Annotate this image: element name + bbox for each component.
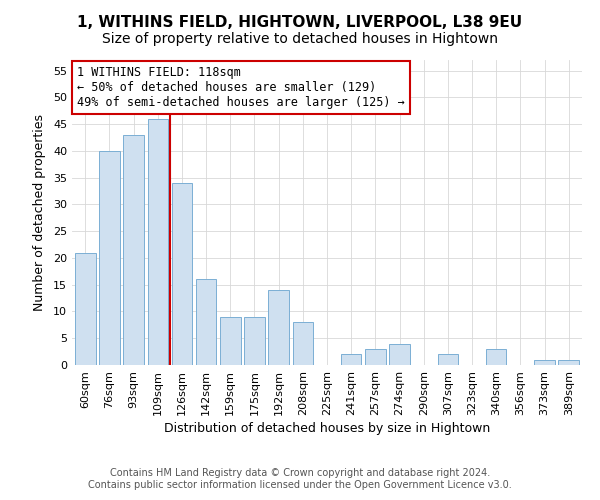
Bar xyxy=(268,290,289,365)
Bar xyxy=(341,354,361,365)
Bar xyxy=(293,322,313,365)
Text: Size of property relative to detached houses in Hightown: Size of property relative to detached ho… xyxy=(102,32,498,46)
Bar xyxy=(99,151,120,365)
Bar xyxy=(559,360,579,365)
Bar xyxy=(172,183,192,365)
Bar xyxy=(196,280,217,365)
X-axis label: Distribution of detached houses by size in Hightown: Distribution of detached houses by size … xyxy=(164,422,490,435)
Bar xyxy=(244,317,265,365)
Bar xyxy=(365,349,386,365)
Text: Contains HM Land Registry data © Crown copyright and database right 2024.
Contai: Contains HM Land Registry data © Crown c… xyxy=(88,468,512,490)
Bar xyxy=(75,252,95,365)
Text: 1 WITHINS FIELD: 118sqm
← 50% of detached houses are smaller (129)
49% of semi-d: 1 WITHINS FIELD: 118sqm ← 50% of detache… xyxy=(77,66,405,109)
Bar xyxy=(124,135,144,365)
Y-axis label: Number of detached properties: Number of detached properties xyxy=(33,114,46,311)
Bar xyxy=(437,354,458,365)
Bar xyxy=(389,344,410,365)
Bar xyxy=(486,349,506,365)
Bar xyxy=(148,119,168,365)
Bar xyxy=(534,360,555,365)
Bar xyxy=(220,317,241,365)
Text: 1, WITHINS FIELD, HIGHTOWN, LIVERPOOL, L38 9EU: 1, WITHINS FIELD, HIGHTOWN, LIVERPOOL, L… xyxy=(77,15,523,30)
